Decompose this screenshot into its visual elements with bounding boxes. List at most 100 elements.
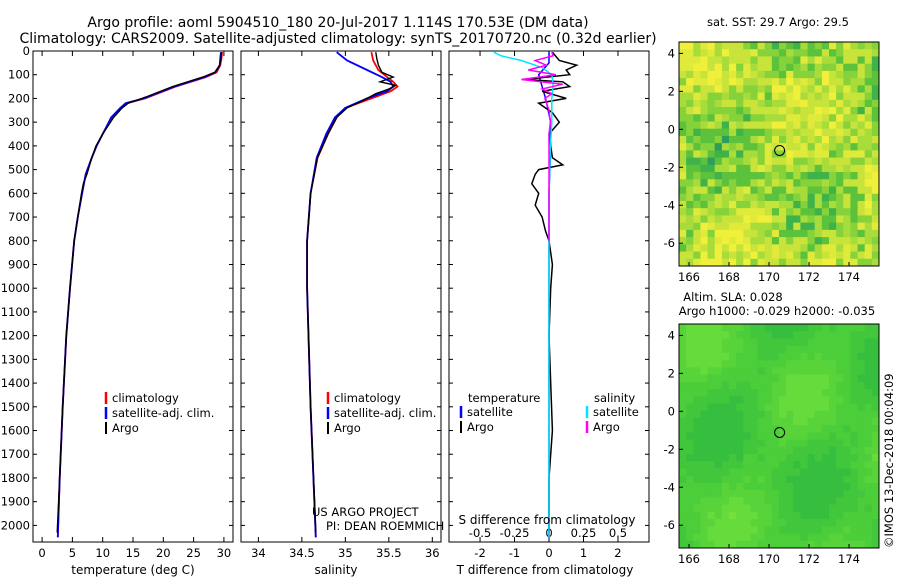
- map-cell: [779, 70, 787, 79]
- legend-label-climatology: climatology: [334, 391, 401, 405]
- map-cell: [793, 482, 801, 491]
- map-cell: [786, 526, 794, 534]
- map-cell: [771, 475, 780, 484]
- map-cell: [850, 374, 858, 383]
- map-cell: [871, 63, 880, 72]
- legend-label-temp-argo: Argo: [467, 420, 494, 434]
- map-cell: [843, 78, 851, 86]
- map-cell: [750, 360, 758, 368]
- map-cell: [793, 143, 801, 151]
- map-cell: [821, 251, 830, 260]
- map-cell: [843, 540, 851, 549]
- map-cell: [814, 222, 823, 231]
- map-cell: [786, 374, 794, 383]
- map-cell: [836, 244, 844, 252]
- map-cell: [736, 360, 744, 368]
- map-cell: [807, 490, 816, 498]
- map-cell: [793, 150, 801, 159]
- argo-position-marker: [774, 426, 786, 438]
- map-cell: [771, 107, 780, 115]
- map-cell: [686, 475, 694, 484]
- map-cell: [807, 114, 816, 122]
- map-cell: [807, 381, 816, 390]
- map-cell: [721, 389, 730, 397]
- map-cell: [679, 360, 687, 368]
- map-cell: [779, 519, 787, 527]
- map-cell: [721, 439, 730, 448]
- map-cell: [800, 504, 808, 513]
- map-cell: [864, 461, 873, 469]
- map-cell: [829, 85, 837, 93]
- map-cell: [764, 345, 773, 354]
- map-cell: [843, 338, 851, 347]
- map-cell: [721, 172, 730, 180]
- map-cell: [814, 504, 823, 513]
- map-cell: [736, 439, 744, 448]
- map-cell: [871, 172, 880, 180]
- map-cell: [721, 454, 730, 462]
- map-cell: [793, 99, 801, 108]
- map-cell: [750, 345, 758, 354]
- map-cell: [814, 135, 823, 144]
- map-cell: [807, 468, 816, 477]
- map-cell: [729, 172, 737, 180]
- map-cell: [864, 533, 873, 542]
- map-cell: [764, 511, 773, 520]
- map-cell: [807, 475, 816, 484]
- map-cell: [693, 461, 701, 469]
- map-cell: [800, 497, 808, 506]
- map-cell: [700, 490, 708, 498]
- map-cell: [707, 454, 716, 462]
- y-tick-label: 1500: [1, 400, 30, 414]
- map-cell: [757, 504, 766, 513]
- map-cell: [736, 352, 744, 361]
- map-cell: [736, 533, 744, 542]
- map-cell: [793, 417, 801, 426]
- map-cell: [686, 352, 694, 361]
- x-tick-label: 2: [614, 546, 621, 560]
- map-cell: [686, 324, 694, 332]
- map-cell: [771, 215, 780, 224]
- map-cell: [800, 338, 808, 347]
- map-cell: [721, 324, 730, 332]
- map-cell: [686, 251, 694, 260]
- map-cell: [771, 85, 780, 93]
- map-cell: [871, 352, 880, 361]
- map-cell: [679, 519, 687, 527]
- map-cell: [836, 128, 844, 137]
- map-cell: [786, 439, 794, 448]
- map-cell: [707, 511, 716, 520]
- map-cell: [821, 128, 830, 137]
- map-cell: [729, 389, 737, 397]
- series-line-satellite-adj-clim-: [56, 52, 222, 538]
- map-cell: [857, 468, 866, 477]
- map-cell: [679, 63, 687, 72]
- title-line-1: Argo profile: aoml 5904510_180 20-Jul-20…: [87, 15, 588, 31]
- map-cell: [750, 63, 758, 72]
- map-cell: [814, 78, 823, 86]
- map-cell: [757, 128, 766, 137]
- map-cell: [821, 258, 830, 267]
- map-cell: [757, 172, 766, 180]
- map-cell: [829, 374, 837, 383]
- map-cell: [864, 193, 873, 202]
- map-cell: [714, 70, 723, 79]
- map-cell: [736, 63, 744, 72]
- map-cell: [829, 208, 837, 216]
- map-cell: [800, 374, 808, 383]
- map-cell: [686, 143, 694, 151]
- map-cell: [779, 215, 787, 224]
- map-cell: [771, 63, 780, 72]
- map-cell: [829, 360, 837, 368]
- map-cell: [714, 439, 723, 448]
- map-cell: [707, 49, 716, 57]
- map-cell: [700, 389, 708, 397]
- map-cell: [814, 215, 823, 224]
- map-cell: [821, 208, 830, 216]
- map-cell: [850, 497, 858, 506]
- map-cell: [779, 396, 787, 404]
- map-cell: [743, 432, 751, 441]
- map-cell: [686, 208, 694, 216]
- map-cell: [871, 338, 880, 347]
- map-cell: [721, 215, 730, 224]
